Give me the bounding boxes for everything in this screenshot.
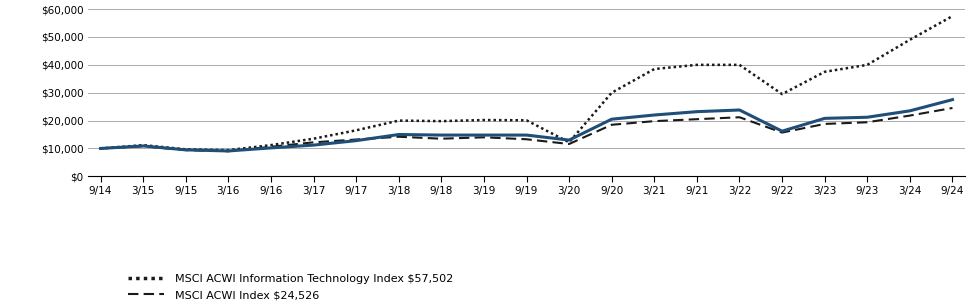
MSCI ACWI Information Technology Index $57,502 bbox=[308, 137, 320, 140]
Legend: MSCI ACWI Information Technology Index $57,502, MSCI ACWI Index $24,526, First T: MSCI ACWI Information Technology Index $… bbox=[129, 274, 453, 304]
MSCI ACWI Information Technology Index $57,502 bbox=[521, 119, 532, 122]
MSCI ACWI Information Technology Index $57,502 bbox=[648, 67, 660, 71]
MSCI ACWI Information Technology Index $57,502 bbox=[436, 119, 448, 123]
MSCI ACWI Information Technology Index $57,502 bbox=[733, 63, 745, 67]
First Trust Indxx NextG ETF $27,515 bbox=[947, 98, 958, 102]
First Trust Indxx NextG ETF $27,515 bbox=[819, 116, 831, 120]
First Trust Indxx NextG ETF $27,515 bbox=[648, 113, 660, 117]
MSCI ACWI Index $24,526 bbox=[95, 147, 106, 150]
MSCI ACWI Index $24,526 bbox=[564, 142, 575, 146]
First Trust Indxx NextG ETF $27,515 bbox=[179, 148, 191, 152]
First Trust Indxx NextG ETF $27,515 bbox=[478, 133, 489, 137]
Line: First Trust Indxx NextG ETF $27,515: First Trust Indxx NextG ETF $27,515 bbox=[100, 100, 953, 151]
MSCI ACWI Index $24,526 bbox=[350, 138, 362, 141]
First Trust Indxx NextG ETF $27,515 bbox=[222, 149, 234, 153]
MSCI ACWI Information Technology Index $57,502 bbox=[819, 70, 831, 74]
First Trust Indxx NextG ETF $27,515 bbox=[776, 130, 788, 133]
First Trust Indxx NextG ETF $27,515 bbox=[521, 133, 532, 137]
MSCI ACWI Index $24,526 bbox=[265, 145, 277, 149]
MSCI ACWI Information Technology Index $57,502 bbox=[862, 63, 874, 67]
MSCI ACWI Information Technology Index $57,502 bbox=[564, 140, 575, 144]
MSCI ACWI Information Technology Index $57,502 bbox=[904, 38, 916, 42]
First Trust Indxx NextG ETF $27,515 bbox=[137, 144, 149, 148]
First Trust Indxx NextG ETF $27,515 bbox=[862, 116, 874, 119]
First Trust Indxx NextG ETF $27,515 bbox=[605, 117, 617, 121]
MSCI ACWI Index $24,526 bbox=[648, 119, 660, 123]
MSCI ACWI Index $24,526 bbox=[904, 114, 916, 117]
MSCI ACWI Information Technology Index $57,502 bbox=[265, 143, 277, 147]
MSCI ACWI Index $24,526 bbox=[947, 106, 958, 110]
MSCI ACWI Information Technology Index $57,502 bbox=[137, 143, 149, 147]
MSCI ACWI Index $24,526 bbox=[179, 148, 191, 152]
First Trust Indxx NextG ETF $27,515 bbox=[265, 146, 277, 150]
First Trust Indxx NextG ETF $27,515 bbox=[393, 133, 405, 136]
First Trust Indxx NextG ETF $27,515 bbox=[95, 147, 106, 150]
MSCI ACWI Index $24,526 bbox=[819, 122, 831, 126]
MSCI ACWI Information Technology Index $57,502 bbox=[350, 129, 362, 132]
MSCI ACWI Information Technology Index $57,502 bbox=[947, 14, 958, 18]
MSCI ACWI Information Technology Index $57,502 bbox=[393, 119, 405, 123]
MSCI ACWI Index $24,526 bbox=[521, 137, 532, 141]
MSCI ACWI Index $24,526 bbox=[691, 117, 703, 121]
MSCI ACWI Index $24,526 bbox=[733, 116, 745, 119]
MSCI ACWI Index $24,526 bbox=[137, 144, 149, 148]
First Trust Indxx NextG ETF $27,515 bbox=[350, 139, 362, 143]
MSCI ACWI Index $24,526 bbox=[436, 137, 448, 140]
MSCI ACWI Index $24,526 bbox=[605, 123, 617, 126]
First Trust Indxx NextG ETF $27,515 bbox=[308, 143, 320, 147]
MSCI ACWI Index $24,526 bbox=[308, 140, 320, 144]
MSCI ACWI Information Technology Index $57,502 bbox=[179, 147, 191, 151]
MSCI ACWI Index $24,526 bbox=[222, 150, 234, 153]
First Trust Indxx NextG ETF $27,515 bbox=[564, 138, 575, 142]
First Trust Indxx NextG ETF $27,515 bbox=[733, 108, 745, 112]
Line: MSCI ACWI Information Technology Index $57,502: MSCI ACWI Information Technology Index $… bbox=[100, 16, 953, 150]
MSCI ACWI Information Technology Index $57,502 bbox=[776, 92, 788, 96]
First Trust Indxx NextG ETF $27,515 bbox=[904, 109, 916, 113]
MSCI ACWI Index $24,526 bbox=[862, 120, 874, 124]
First Trust Indxx NextG ETF $27,515 bbox=[691, 110, 703, 113]
MSCI ACWI Information Technology Index $57,502 bbox=[222, 148, 234, 152]
MSCI ACWI Information Technology Index $57,502 bbox=[478, 118, 489, 122]
MSCI ACWI Index $24,526 bbox=[776, 131, 788, 134]
MSCI ACWI Index $24,526 bbox=[478, 136, 489, 139]
MSCI ACWI Index $24,526 bbox=[393, 135, 405, 139]
First Trust Indxx NextG ETF $27,515 bbox=[436, 133, 448, 137]
MSCI ACWI Information Technology Index $57,502 bbox=[605, 91, 617, 95]
MSCI ACWI Information Technology Index $57,502 bbox=[95, 147, 106, 150]
Line: MSCI ACWI Index $24,526: MSCI ACWI Index $24,526 bbox=[100, 108, 953, 151]
MSCI ACWI Information Technology Index $57,502 bbox=[691, 63, 703, 67]
